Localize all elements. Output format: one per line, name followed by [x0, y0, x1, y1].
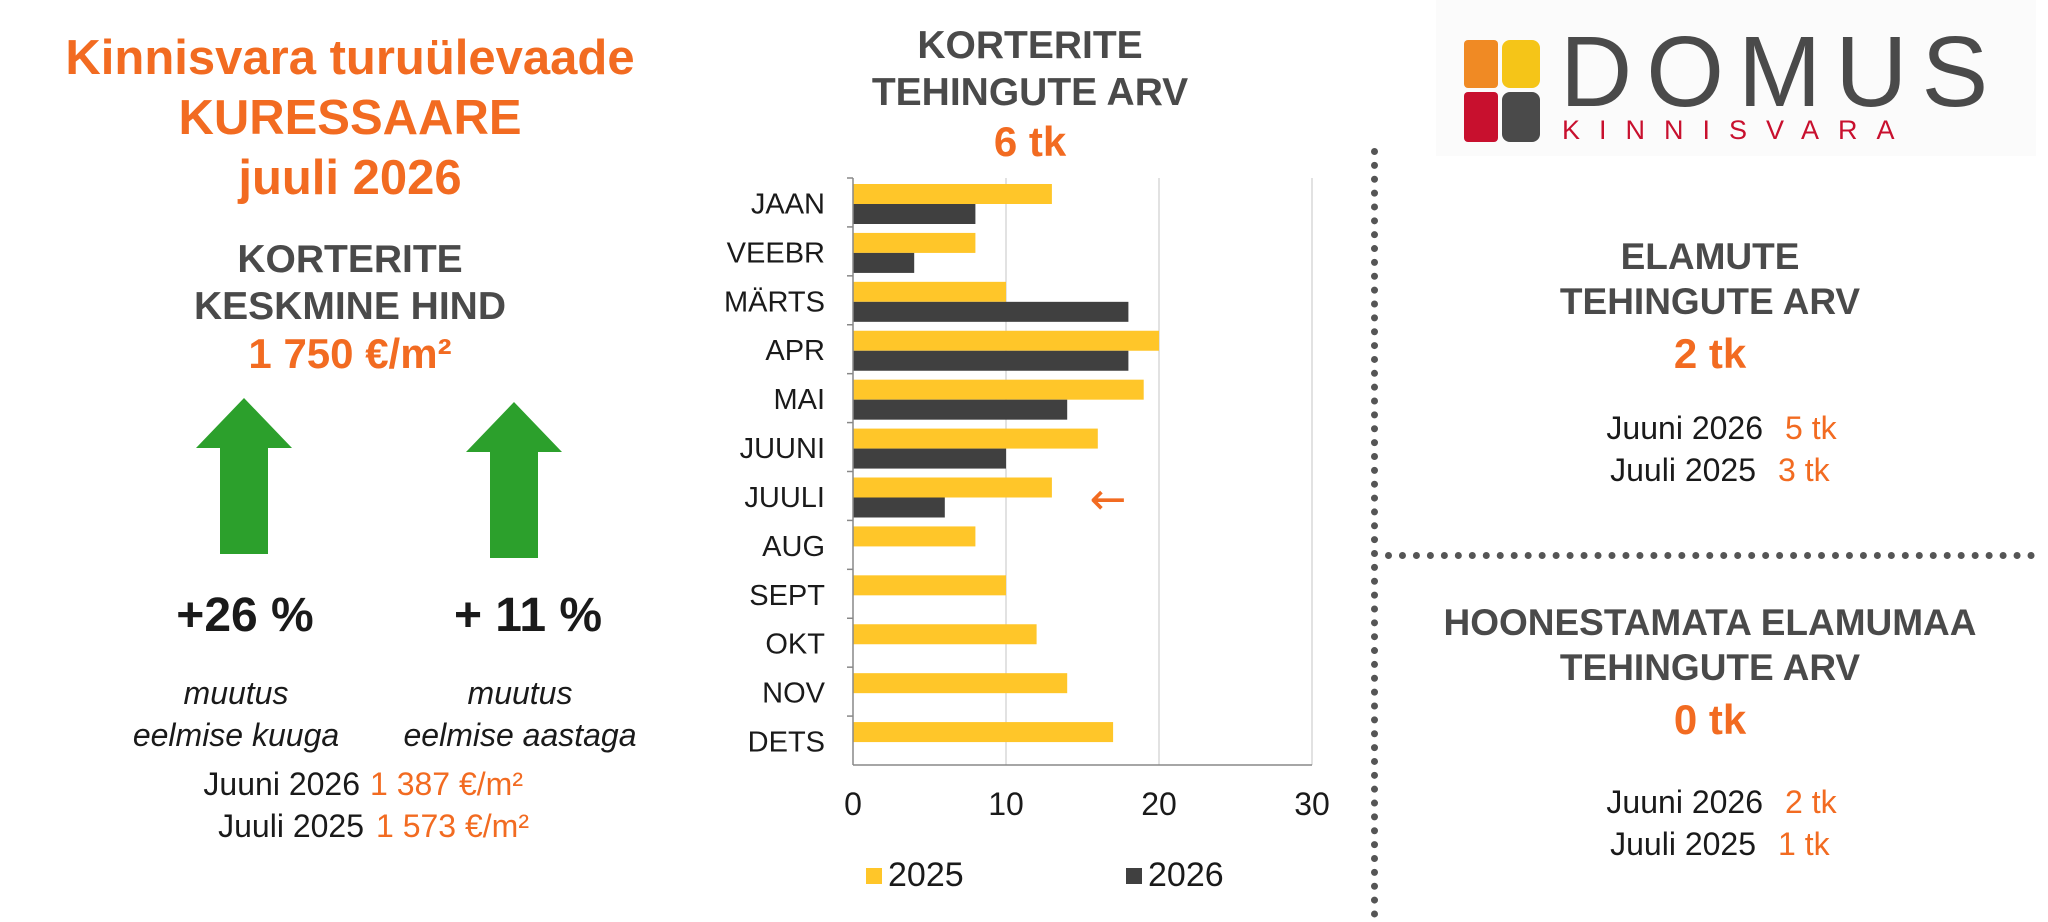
bar-2026-mai	[853, 399, 1068, 420]
x-tick-label: 20	[1141, 786, 1177, 822]
legend-swatch-2025	[866, 868, 882, 884]
note-line: eelmise aastaga	[403, 717, 637, 753]
compare-value: 1 387 €/m²	[370, 766, 523, 802]
vertical-divider	[1371, 148, 1378, 918]
change-month-note: muutus eelmise kuuga	[86, 672, 386, 756]
bar-2025-okt	[853, 624, 1037, 645]
bar-2026-apr	[853, 350, 1129, 371]
bar-2026-juuli	[853, 497, 945, 518]
y-tick-label: SEPT	[749, 580, 825, 612]
heading-line: TEHINGUTE ARV	[871, 71, 1189, 114]
compare-label: Juuli 2025	[218, 808, 364, 844]
legend-label: 2026	[1148, 856, 1224, 894]
x-tick-label: 0	[844, 786, 862, 822]
heading-line: TEHINGUTE ARV	[1559, 281, 1861, 322]
bar-2025-nov	[853, 673, 1068, 694]
change-year-note: muutus eelmise aastaga	[370, 672, 670, 756]
compare-label: Juuni 2026	[1606, 410, 1763, 446]
heading-line: ELAMUTE	[1620, 236, 1800, 277]
houses-compare-row: Juuli 2025 3 tk	[1385, 452, 2035, 489]
compare-row: Juuli 2025 1 573 €/m²	[0, 808, 700, 845]
logo-tile	[1502, 92, 1540, 142]
bar-2025-jaan	[853, 184, 1052, 204]
compare-label: Juuni 2026	[1606, 784, 1763, 820]
bar-2025-juuli	[853, 477, 1052, 498]
bar-2026-jaan	[853, 204, 976, 224]
domus-logo-mark	[1464, 40, 1540, 142]
note-line: eelmise kuuga	[132, 717, 340, 753]
compare-value: 1 tk	[1778, 826, 1830, 862]
report-title: Kinnisvara turuülevaade KURESSAARE juuli…	[0, 28, 700, 208]
change-month-value: +26 %	[176, 589, 314, 642]
bar-2025-dets	[853, 722, 1114, 743]
y-tick-label: DETS	[748, 727, 825, 759]
logo-tile	[1502, 40, 1540, 88]
title-line: Kinnisvara turuülevaade	[65, 31, 635, 85]
bar-2025-apr	[853, 330, 1159, 351]
compare-row: Juuni 2026 1 387 €/m²	[0, 766, 700, 803]
heading-line: KORTERITE	[917, 24, 1143, 67]
bar-2025-juuni	[853, 428, 1098, 449]
y-tick-label: JUUNI	[740, 433, 825, 465]
change-year-value: + 11 %	[453, 589, 603, 642]
bar-2025-veebr	[853, 232, 976, 253]
y-tick-label: AUG	[762, 531, 825, 563]
bar-2026-märts	[853, 301, 1129, 322]
compare-value: 1 573 €/m²	[376, 808, 529, 844]
land-compare-row: Juuli 2025 1 tk	[1385, 826, 2035, 863]
logo-subtitle: KINNISVARA	[1562, 115, 1914, 145]
compare-value: 5 tk	[1785, 410, 1837, 446]
heading-line: HOONESTAMATA ELAMUMAA	[1443, 602, 1977, 643]
land-deals-value: 0 tk	[1673, 696, 1747, 743]
apartment-deals-value: 6 tk	[993, 118, 1067, 165]
heading-line: TEHINGUTE ARV	[1559, 647, 1861, 688]
x-tick-label: 10	[988, 786, 1024, 822]
bar-2025-märts	[853, 281, 1006, 302]
heading-line: KORTERITE	[237, 238, 463, 281]
compare-value: 2 tk	[1785, 784, 1837, 820]
y-tick-label: VEEBR	[727, 237, 825, 269]
arrow-up-icon	[466, 402, 562, 558]
logo-tile	[1464, 92, 1498, 142]
y-tick-label: JUULI	[744, 482, 825, 514]
houses-deals-heading: ELAMUTE TEHINGUTE ARV	[1385, 234, 2035, 324]
legend-swatch-2026	[1126, 868, 1142, 884]
apartment-deals-heading: KORTERITE TEHINGUTE ARV	[780, 22, 1280, 116]
arrow-up-icon	[196, 398, 292, 554]
compare-value: 3 tk	[1778, 452, 1830, 488]
avg-price-value: 1 750 €/m²	[248, 330, 452, 377]
bar-2026-veebr	[853, 252, 915, 273]
x-tick-label: 30	[1294, 786, 1330, 822]
y-tick-label: NOV	[762, 678, 826, 710]
y-tick-label: OKT	[765, 629, 825, 661]
title-line: juuli 2026	[238, 151, 462, 205]
bar-2026-juuni	[853, 448, 1006, 469]
compare-label: Juuli 2025	[1610, 452, 1756, 488]
current-month-arrow-icon: ←	[1090, 474, 1127, 525]
note-line: muutus	[183, 675, 289, 711]
heading-line: KESKMINE HIND	[193, 285, 507, 328]
logo-tile	[1464, 40, 1498, 88]
y-tick-label: JAAN	[751, 188, 825, 220]
horizontal-divider	[1385, 552, 2035, 559]
bar-2025-sept	[853, 575, 1006, 596]
legend-label: 2025	[888, 856, 964, 894]
y-tick-label: APR	[765, 335, 825, 367]
note-line: muutus	[467, 675, 573, 711]
bar-2025-mai	[853, 379, 1144, 400]
houses-deals-value: 2 tk	[1673, 330, 1747, 377]
avg-price-heading: KORTERITE KESKMINE HIND	[0, 236, 700, 330]
y-tick-label: MAI	[773, 384, 825, 416]
bar-2025-aug	[853, 526, 976, 547]
compare-label: Juuni 2026	[203, 766, 360, 802]
houses-compare-row: Juuni 2026 5 tk	[1385, 410, 2035, 447]
logo-name: DOMUS	[1560, 16, 2003, 128]
y-tick-label: MÄRTS	[724, 286, 825, 318]
title-line: KURESSAARE	[178, 91, 522, 145]
compare-label: Juuli 2025	[1610, 826, 1756, 862]
land-compare-row: Juuni 2026 2 tk	[1385, 784, 2035, 821]
land-deals-heading: HOONESTAMATA ELAMUMAA TEHINGUTE ARV	[1385, 600, 2035, 690]
